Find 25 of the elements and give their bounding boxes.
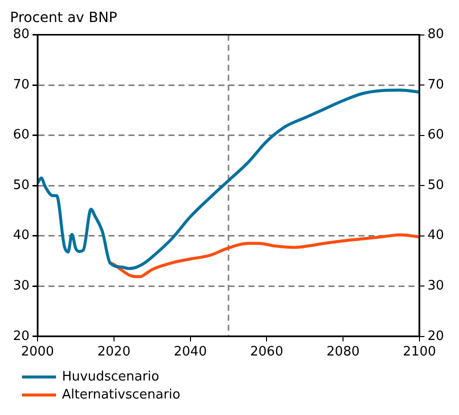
y2-tick-label: 20 (12, 328, 30, 344)
y-tick-label: 80 (427, 27, 444, 42)
legend-label: Alternativscenario (62, 387, 180, 402)
y2-tick-label: 80 (12, 27, 30, 42)
line-series (38, 88, 420, 270)
line-series (108, 233, 420, 278)
y-tick-label: 60 (427, 128, 444, 143)
x-tick-label: 2080 (326, 344, 360, 360)
y-tick-label: 20 (427, 328, 444, 344)
legend-label: Huvudscenario (62, 369, 160, 384)
x-tick-label: 2000 (20, 344, 54, 360)
y-tick-label: 70 (427, 77, 444, 92)
x-tick-label: 2020 (97, 344, 130, 360)
y2-tick-label: 30 (12, 278, 30, 294)
x-tick-label: 2060 (250, 344, 284, 360)
chart-title: Procent av BNP (10, 10, 118, 26)
y2-tick-label: 60 (12, 128, 30, 143)
x-tick-label: 2040 (174, 344, 207, 360)
y2-tick-label: 50 (12, 178, 30, 193)
y-tick-label: 50 (427, 178, 444, 193)
y2-tick-label: 70 (12, 77, 30, 92)
y-tick-label: 30 (427, 278, 444, 294)
x-tick-label: 2100 (402, 344, 436, 360)
y-tick-label: 40 (427, 228, 444, 244)
y2-tick-label: 40 (12, 228, 30, 244)
